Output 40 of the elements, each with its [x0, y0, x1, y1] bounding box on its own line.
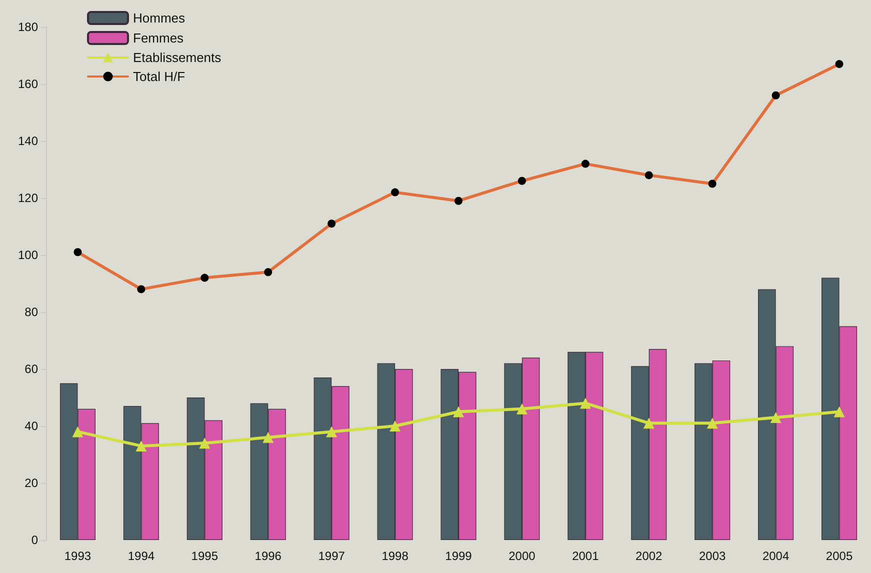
point — [834, 406, 845, 418]
y-tick-label: 0 — [31, 533, 38, 547]
point — [390, 420, 401, 432]
y-tick-label: 40 — [24, 419, 38, 433]
x-tick-label: 1996 — [254, 549, 282, 563]
y-tick-label: 20 — [24, 476, 38, 490]
x-tick-label: 1994 — [128, 549, 155, 563]
point — [262, 432, 274, 443]
legend-label: Femmes — [133, 30, 184, 46]
x-tick-label: 2002 — [636, 549, 663, 563]
x-tick-label: 1993 — [64, 549, 92, 563]
x-tick-label: 2000 — [508, 549, 536, 563]
y-tick-label: 180 — [18, 20, 38, 34]
point — [516, 403, 528, 414]
x-tick-label: 1997 — [318, 549, 346, 563]
legend-label: Total H/F — [133, 69, 186, 84]
point — [643, 418, 654, 429]
legend-label: Hommes — [133, 10, 186, 26]
point — [199, 438, 210, 449]
x-tick-label: 1999 — [445, 549, 472, 563]
x-tick-label: 2001 — [572, 549, 600, 563]
y-tick-label: 160 — [18, 77, 38, 91]
point — [580, 398, 591, 409]
point — [453, 406, 464, 418]
x-tick-label: 2005 — [826, 549, 853, 563]
legend-label: Etablissements — [133, 50, 222, 65]
point — [136, 440, 147, 452]
y-tick-label: 140 — [18, 134, 38, 148]
x-tick-label: 1998 — [382, 549, 409, 563]
point — [770, 412, 782, 423]
x-tick-label: 2003 — [698, 549, 726, 563]
x-tick-label: 1995 — [191, 549, 218, 563]
point — [706, 418, 718, 429]
point — [326, 426, 338, 438]
x-tick-label: 2004 — [762, 549, 790, 563]
y-tick-label: 100 — [18, 248, 38, 262]
y-tick-label: 60 — [24, 362, 38, 376]
point — [72, 426, 84, 438]
y-tick-label: 80 — [24, 305, 38, 319]
y-tick-label: 120 — [18, 191, 38, 205]
